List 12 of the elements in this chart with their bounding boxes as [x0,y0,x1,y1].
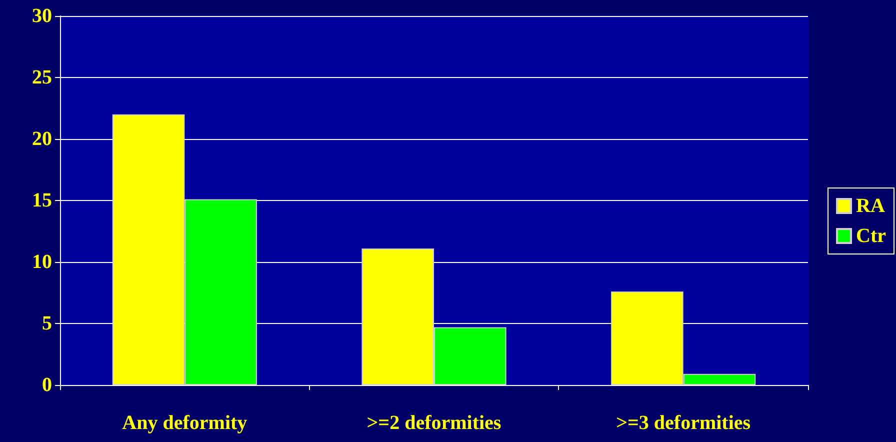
y-tick-label: 25 [32,66,52,88]
legend-label: RA [856,195,886,217]
y-tick-label: 0 [42,374,52,396]
y-tick-label: 20 [32,128,52,150]
x-tick-label: Any deformity [122,412,248,434]
x-tick-label: >=2 deformities [366,412,502,434]
x-tick-label: >=3 deformities [616,412,751,434]
y-tick-label: 5 [42,312,52,334]
legend-label: Ctr [856,225,886,247]
y-tick-label: 10 [32,251,52,273]
y-tick-label: 15 [32,190,52,212]
y-tick-label: 30 [32,5,52,27]
